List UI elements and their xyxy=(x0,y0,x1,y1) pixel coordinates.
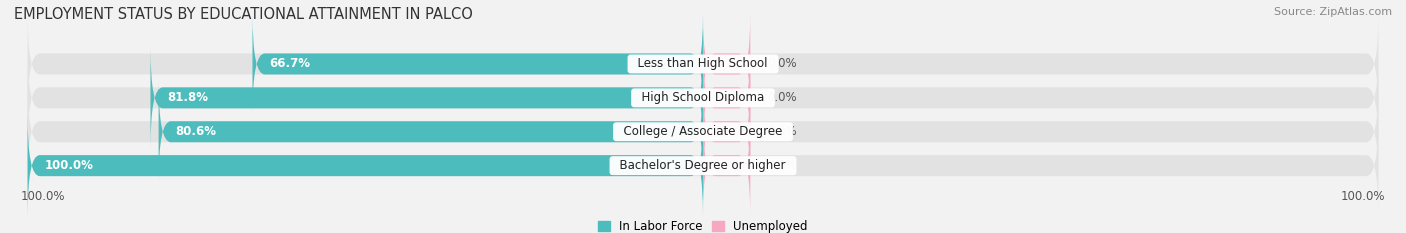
FancyBboxPatch shape xyxy=(703,14,751,114)
FancyBboxPatch shape xyxy=(253,14,703,114)
Text: 66.7%: 66.7% xyxy=(270,58,311,70)
FancyBboxPatch shape xyxy=(159,81,703,182)
Text: 100.0%: 100.0% xyxy=(45,159,93,172)
Text: Less than High School: Less than High School xyxy=(630,58,776,70)
Text: 80.6%: 80.6% xyxy=(176,125,217,138)
FancyBboxPatch shape xyxy=(28,115,1378,216)
Text: 0.0%: 0.0% xyxy=(768,125,797,138)
Text: EMPLOYMENT STATUS BY EDUCATIONAL ATTAINMENT IN PALCO: EMPLOYMENT STATUS BY EDUCATIONAL ATTAINM… xyxy=(14,7,472,22)
Text: 0.0%: 0.0% xyxy=(768,91,797,104)
FancyBboxPatch shape xyxy=(703,47,751,148)
FancyBboxPatch shape xyxy=(28,81,1378,182)
Text: Source: ZipAtlas.com: Source: ZipAtlas.com xyxy=(1274,7,1392,17)
FancyBboxPatch shape xyxy=(703,81,751,182)
Text: 0.0%: 0.0% xyxy=(768,58,797,70)
Text: 0.0%: 0.0% xyxy=(768,159,797,172)
Text: Bachelor's Degree or higher: Bachelor's Degree or higher xyxy=(613,159,793,172)
FancyBboxPatch shape xyxy=(28,47,1378,148)
Text: High School Diploma: High School Diploma xyxy=(634,91,772,104)
FancyBboxPatch shape xyxy=(28,115,703,216)
Legend: In Labor Force, Unemployed: In Labor Force, Unemployed xyxy=(598,220,808,233)
FancyBboxPatch shape xyxy=(28,14,1378,114)
Text: 81.8%: 81.8% xyxy=(167,91,208,104)
FancyBboxPatch shape xyxy=(150,47,703,148)
Text: 100.0%: 100.0% xyxy=(1341,190,1385,203)
Text: 100.0%: 100.0% xyxy=(21,190,65,203)
FancyBboxPatch shape xyxy=(703,115,751,216)
Text: College / Associate Degree: College / Associate Degree xyxy=(616,125,790,138)
